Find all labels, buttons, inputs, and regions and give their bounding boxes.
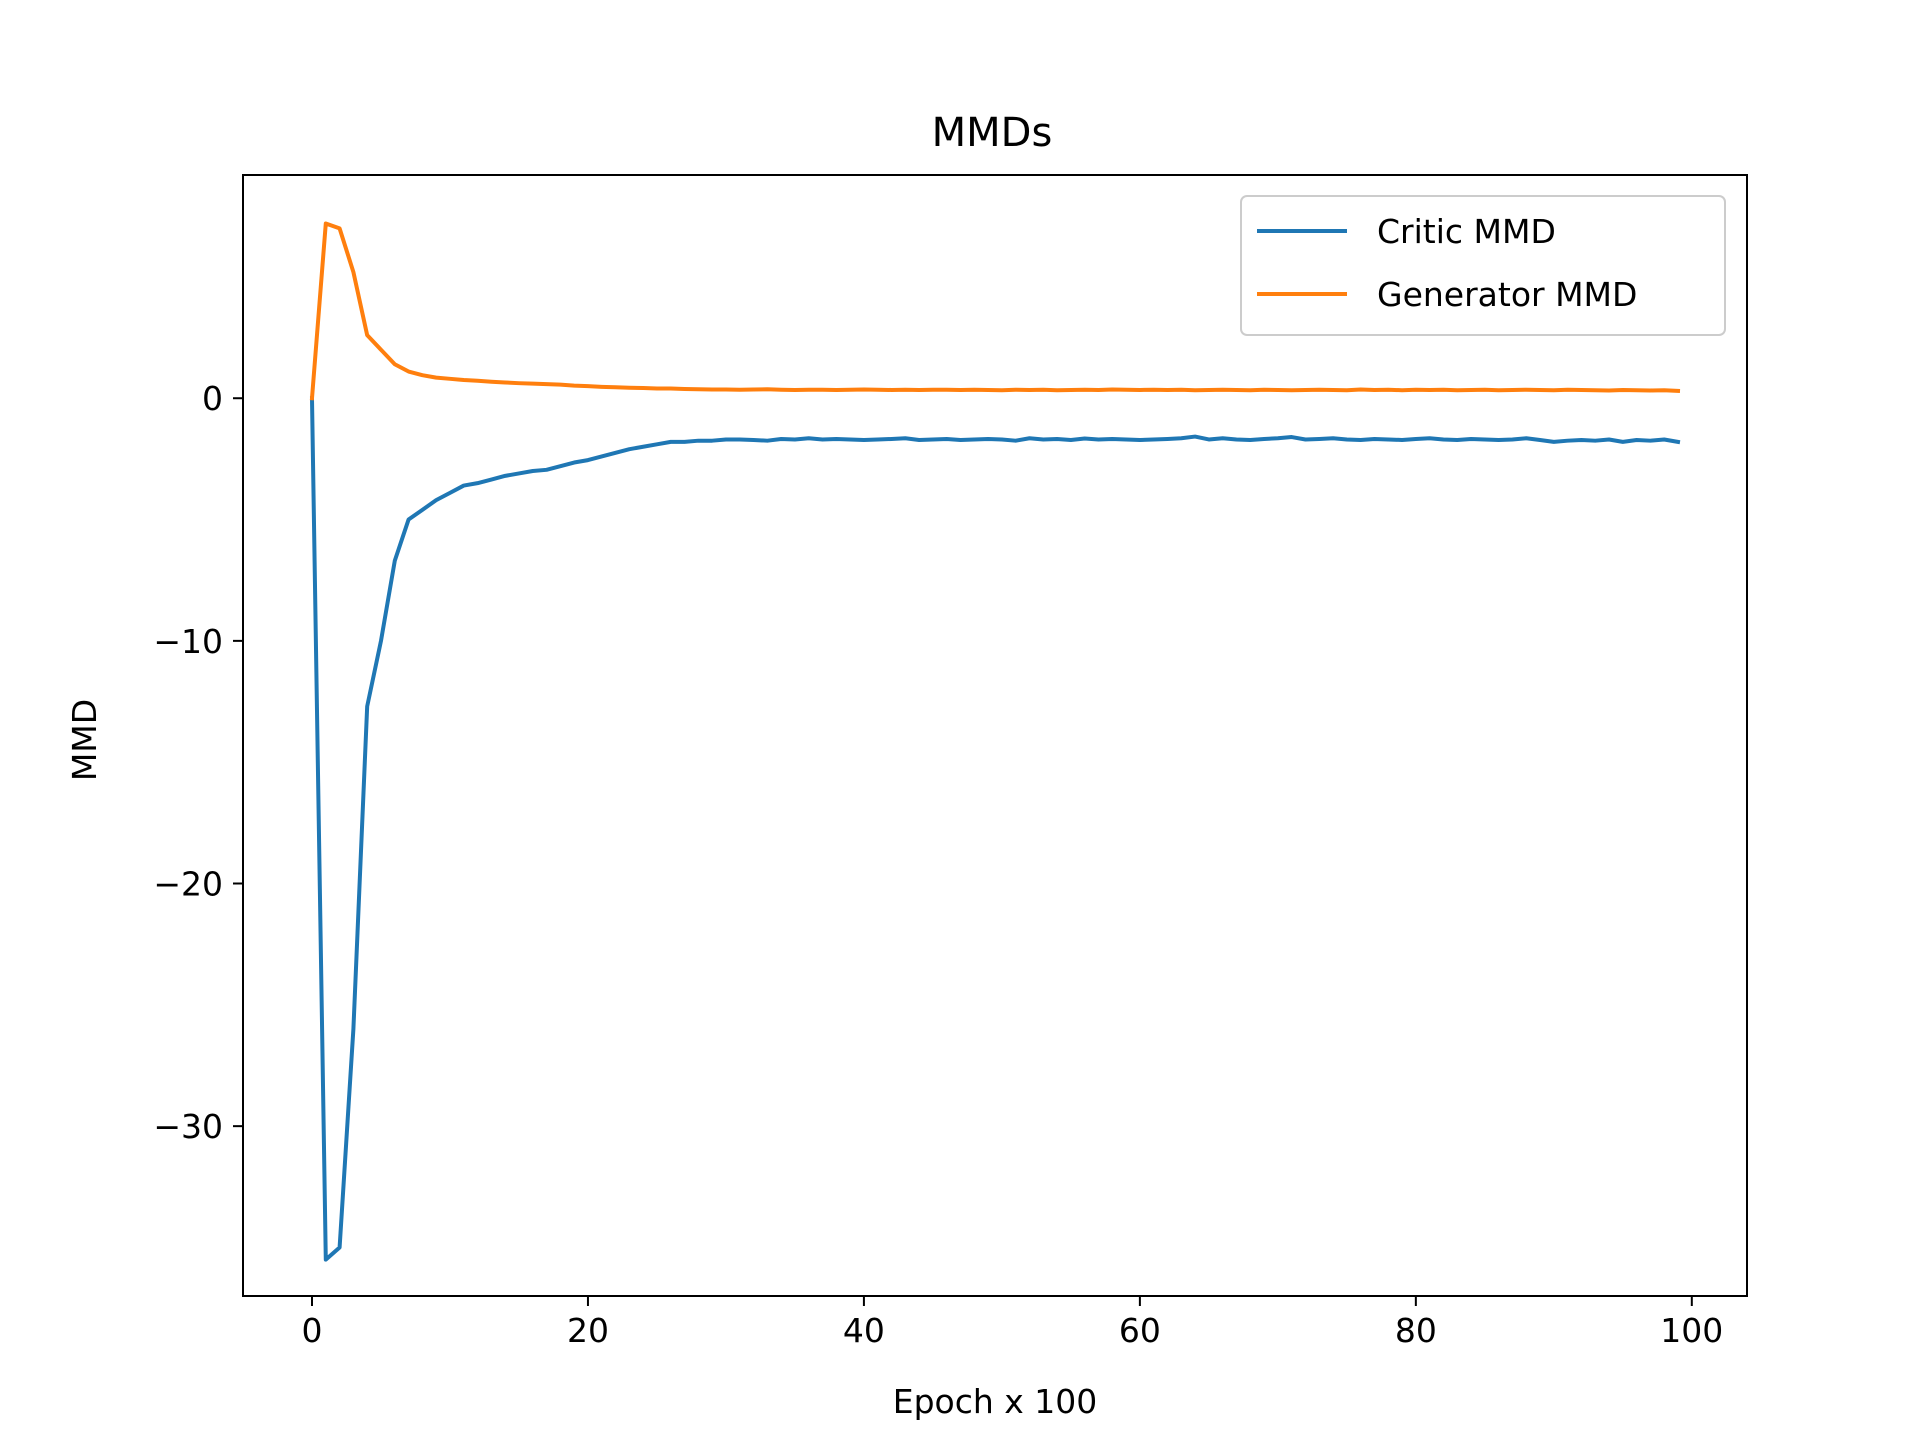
x-tick-label: 20 [567, 1311, 609, 1350]
y-tick-label: −30 [153, 1107, 223, 1146]
x-tick-label: 40 [843, 1311, 885, 1350]
y-axis-title: MMD [65, 699, 104, 781]
x-tick-label: 60 [1119, 1311, 1161, 1350]
y-tick-label: −20 [153, 865, 223, 904]
legend: Critic MMD Generator MMD [1241, 196, 1725, 335]
x-tick-label: 80 [1395, 1311, 1437, 1350]
x-axis-title: Epoch x 100 [893, 1382, 1098, 1421]
y-tick-label: −10 [153, 622, 223, 661]
plot-background [243, 175, 1747, 1296]
legend-label-critic-mmd: Critic MMD [1377, 212, 1556, 251]
y-tick-label: 0 [202, 379, 223, 418]
x-tick-label: 0 [301, 1311, 322, 1350]
x-tick-label: 100 [1660, 1311, 1723, 1350]
plot-area [243, 175, 1747, 1296]
chart-title: MMDs [932, 110, 1053, 156]
legend-label-generator-mmd: Generator MMD [1377, 275, 1637, 314]
